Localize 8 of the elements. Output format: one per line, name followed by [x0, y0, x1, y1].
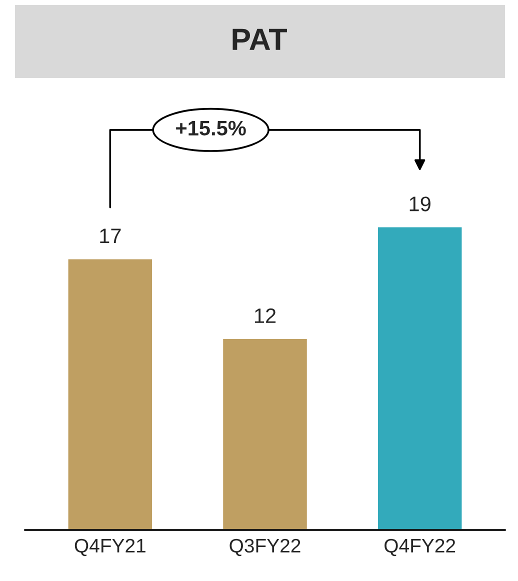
- x-tick-label: Q3FY22: [230, 538, 300, 556]
- text: +15.5%: [176, 120, 246, 136]
- data-label: 19: [410, 196, 430, 212]
- data-label: 12: [255, 308, 276, 323]
- chart-title: PAT: [232, 28, 287, 50]
- data-label: 17: [100, 228, 121, 244]
- x-tick-label: Q4FY22: [384, 538, 456, 556]
- x-tick-label: Q4FY21: [74, 538, 146, 556]
